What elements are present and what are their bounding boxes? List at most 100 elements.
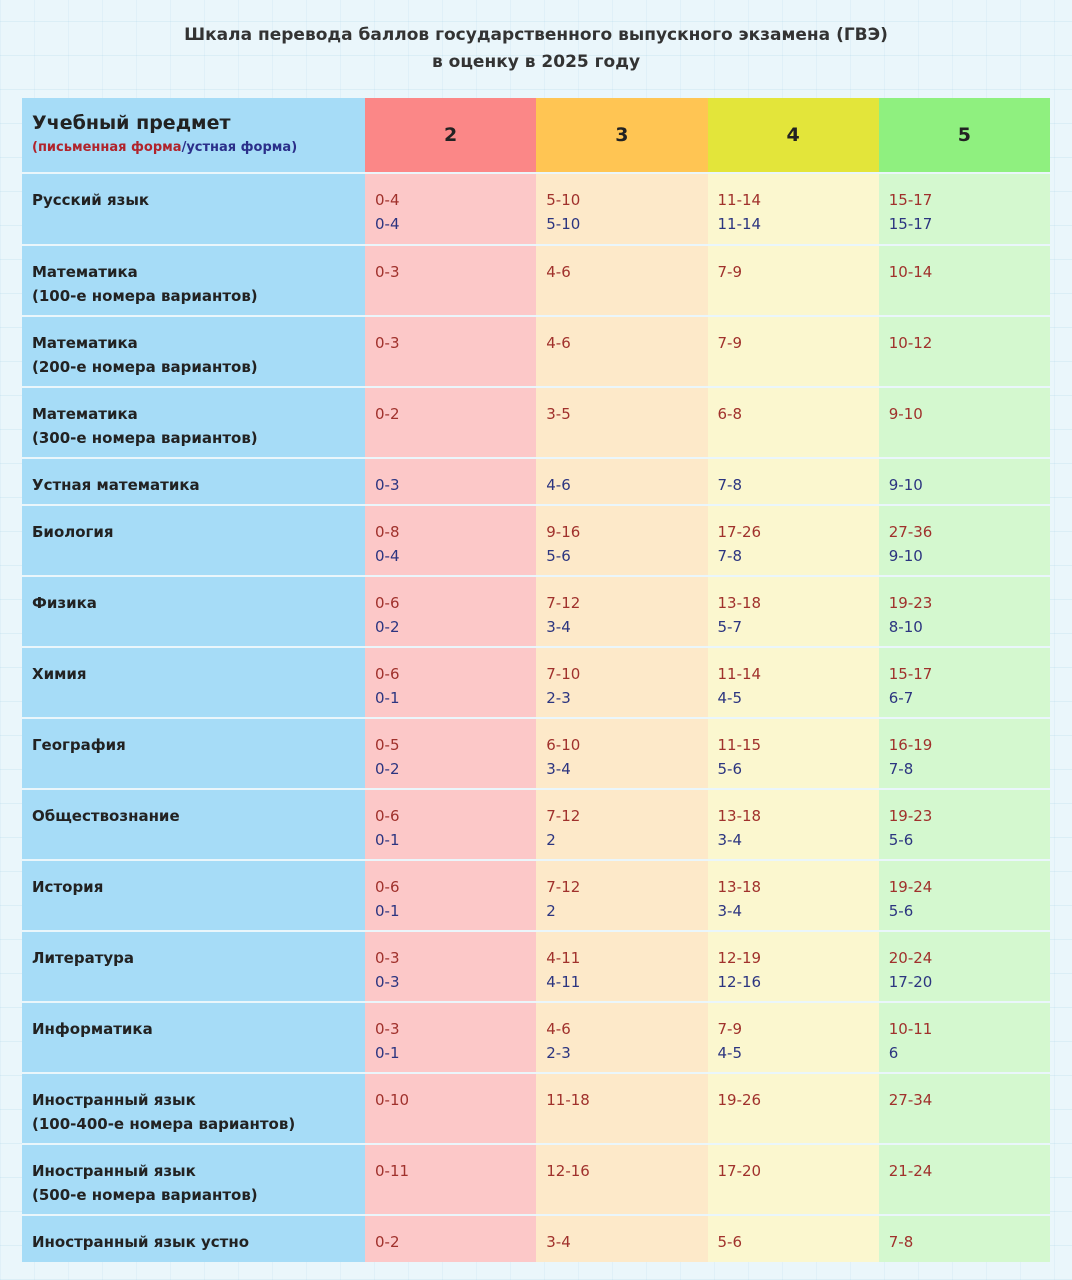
written-score-range: 0-6	[375, 594, 400, 612]
oral-score-range: 3-4	[546, 760, 571, 778]
grade-4-cell: 11-15 5-6	[707, 719, 879, 788]
subject-cell: Химия	[22, 648, 365, 717]
subject-cell: Физика	[22, 577, 365, 646]
grade-2-cell: 0-3 0-3	[365, 932, 537, 1001]
oral-score-range: 3-4	[546, 618, 571, 636]
subject-cell: Информатика	[22, 1003, 365, 1072]
grade-2-cell: 0-10	[365, 1074, 537, 1143]
written-score-range: 13-18	[717, 878, 762, 896]
subject-name: Математика	[32, 263, 138, 281]
grade-2-cell: 0-8 0-4	[365, 506, 537, 575]
written-score-range: 11-18	[546, 1091, 590, 1109]
written-score-range: 4-6	[546, 1020, 571, 1038]
written-score-range: 4-6	[546, 334, 571, 352]
oral-score-range: 0-2	[375, 618, 400, 636]
oral-score-range: 5-6	[888, 902, 914, 920]
oral-score-range: 5-6	[546, 547, 571, 565]
grade-conversion-table: Учебный предмет (письменная форма/устная…	[22, 98, 1050, 1262]
written-score-range: 10-14	[888, 263, 933, 281]
grade-5-cell: 19-23 8-10	[878, 577, 1050, 646]
oral-score-range: 17-20	[888, 973, 933, 991]
grade-5-cell: 15-17 15-17	[878, 174, 1050, 244]
header-subject-cell: Учебный предмет (письменная форма/устная…	[22, 98, 365, 172]
subject-name: Обществознание	[32, 807, 180, 825]
grade-4-cell: 17-26 7-8	[707, 506, 879, 575]
grade-5-cell: 21-24	[878, 1145, 1050, 1214]
subject-cell: Биология	[22, 506, 365, 575]
title-line-2: в оценку в 2025 году	[431, 52, 641, 72]
table-body: Русский язык 0-4 0-4 5-10 5-10 11-14 11-14 15-1…	[22, 172, 1050, 1262]
written-score-range: 0-6	[375, 878, 400, 896]
grade-3-cell: 4-6	[536, 246, 708, 315]
oral-score-range: 4-5	[717, 1044, 743, 1062]
subject-name: Биология	[32, 523, 114, 541]
subject-cell: Русский язык	[22, 174, 365, 244]
written-score-range: 0-3	[375, 949, 400, 967]
table-row: Информатика 0-3 0-1 4-6 2-3 7-9 4-5 10-11 6	[22, 1001, 1050, 1072]
header-subject-label: Учебный предмет	[32, 112, 231, 134]
table-row: Физика 0-6 0-2 7-12 3-4 13-18 5-7 19-23 8-10	[22, 575, 1050, 646]
written-score-range: 7-10	[546, 665, 581, 683]
written-score-range: 17-20	[717, 1162, 762, 1180]
grade-5-cell: 9-10	[878, 459, 1050, 504]
written-score-range: 11-15	[717, 736, 762, 754]
oral-score-range: 2	[546, 902, 556, 920]
oral-score-range: 3-4	[717, 831, 743, 849]
written-score-range: 0-4	[375, 191, 400, 209]
oral-score-range: 0-1	[375, 1044, 400, 1062]
written-score-range: 7-8	[888, 1233, 914, 1251]
subject-cell: География	[22, 719, 365, 788]
subject-name: Математика	[32, 405, 138, 423]
subject-cell: Математика (100-е номера вариантов)	[22, 246, 365, 315]
oral-score-range: 5-6	[717, 760, 743, 778]
written-score-range: 19-23	[888, 594, 933, 612]
grade-5-cell: 10-14	[878, 246, 1050, 315]
written-score-range: 6-10	[546, 736, 581, 754]
grade-3-cell: 4-11 4-11	[536, 932, 708, 1001]
subject-name: Литература	[32, 949, 135, 967]
written-score-range: 7-12	[546, 878, 581, 896]
note-written-form: письменная форма	[37, 140, 182, 155]
written-score-range: 13-18	[717, 594, 762, 612]
grade-4-cell: 6-8	[707, 388, 879, 457]
subject-name: Иностранный язык	[32, 1162, 196, 1180]
written-score-range: 7-12	[546, 594, 581, 612]
table-row: Литература 0-3 0-3 4-11 4-11 12-19 12-16 20-24 1…	[22, 930, 1050, 1001]
written-score-range: 17-26	[717, 523, 762, 541]
subject-name: Русский язык	[32, 191, 150, 209]
grade-3-cell: 7-10 2-3	[536, 648, 708, 717]
grade-4-cell: 7-8	[707, 459, 879, 504]
written-score-range: 7-9	[717, 263, 743, 281]
oral-score-range: 9-10	[888, 547, 923, 565]
grade-5-cell: 19-24 5-6	[878, 861, 1050, 930]
written-score-range: 6-8	[717, 405, 743, 423]
subject-cell: Математика (200-е номера вариантов)	[22, 317, 365, 386]
oral-score-range: 0-3	[375, 973, 400, 991]
written-score-range: 0-3	[375, 334, 400, 352]
grade-3-cell: 3-5	[536, 388, 708, 457]
grade-3-cell: 11-18	[536, 1074, 708, 1143]
oral-score-range: 9-10	[888, 476, 923, 494]
written-score-range: 0-5	[375, 736, 400, 754]
written-score-range: 0-6	[375, 807, 400, 825]
grade-5-cell: 27-34	[878, 1074, 1050, 1143]
oral-score-range: 2-3	[546, 689, 571, 707]
grade-4-cell: 7-9	[707, 246, 879, 315]
grade-3-cell: 3-4	[536, 1216, 708, 1262]
grade-4-cell: 11-14 4-5	[707, 648, 879, 717]
subject-name: История	[32, 878, 104, 896]
grade-3-cell: 9-16 5-6	[536, 506, 708, 575]
written-score-range: 16-19	[888, 736, 933, 754]
written-score-range: 0-6	[375, 665, 400, 683]
grade-2-cell: 0-4 0-4	[365, 174, 537, 244]
subject-name: География	[32, 736, 126, 754]
table-row: География 0-5 0-2 6-10 3-4 11-15 5-6 16-19 7-8	[22, 717, 1050, 788]
subject-cell: Иностранный язык (100-400-е номера вариан…	[22, 1074, 365, 1143]
written-score-range: 12-16	[546, 1162, 590, 1180]
grade-2-cell: 0-3	[365, 459, 537, 504]
written-score-range: 7-9	[717, 334, 743, 352]
written-score-range: 11-14	[717, 665, 762, 683]
written-score-range: 19-24	[888, 878, 933, 896]
table-header: Учебный предмет (письменная форма/устная…	[22, 98, 1050, 172]
grade-4-cell: 13-18 3-4	[707, 861, 879, 930]
